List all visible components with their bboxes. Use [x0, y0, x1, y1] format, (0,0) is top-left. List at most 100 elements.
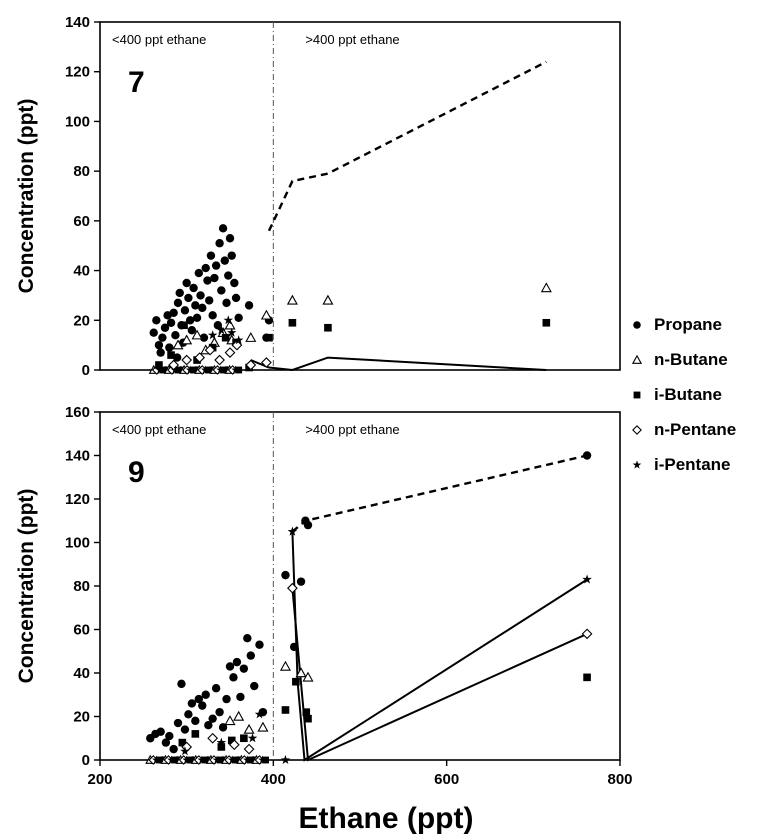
propane-point [194, 694, 203, 704]
series-i-butane [178, 673, 591, 751]
propane-point [218, 723, 228, 732]
y-tick-label: 60 [73, 213, 90, 230]
propane-trend-dashed-line [267, 60, 547, 232]
propane-point [220, 256, 229, 265]
i-butane-point [265, 333, 273, 342]
propane-point [243, 634, 252, 643]
i-butane-point [288, 318, 297, 327]
trend-solid-line [250, 356, 547, 372]
y-axis-label: Concentration (ppt) [15, 99, 38, 294]
y-tick-label: 20 [73, 312, 90, 329]
series-propane [146, 451, 592, 754]
propane-point [213, 321, 223, 330]
n-butane-point [243, 723, 255, 734]
propane-point [180, 306, 190, 315]
n-butane-point [540, 282, 552, 293]
n-pentane-point [261, 357, 272, 368]
propane-point [229, 673, 238, 682]
propane-point [211, 684, 221, 693]
legend-label: i-Pentane [654, 455, 731, 474]
y-tick-label: 100 [65, 535, 90, 552]
region-label-right: >400 ppt ethane [305, 32, 399, 47]
y-axis-label: Concentration (ppt) [15, 489, 38, 684]
i-pentane-point [227, 327, 237, 337]
legend: Propane n-Butane i-Butane n-Pentane i-Pentan… [631, 315, 736, 474]
x-tick-label: 200 [87, 771, 112, 788]
propane-point [217, 286, 226, 295]
propane-point [201, 263, 210, 273]
propane-point [199, 333, 209, 342]
i-butane-point [227, 736, 236, 745]
series-i-pentane [207, 315, 244, 345]
i-pentane-point [233, 335, 244, 345]
n-pentane-point [287, 582, 298, 594]
propane-point [250, 681, 259, 691]
propane-point [184, 710, 193, 719]
propane-point [187, 326, 197, 335]
propane-point [224, 271, 233, 280]
propane-point [185, 316, 195, 325]
propane-trend-dashed-line [291, 454, 588, 533]
i-pentane-point [247, 733, 258, 743]
i-butane-point [217, 743, 226, 751]
propane-point [230, 278, 239, 288]
propane-point [165, 343, 174, 352]
n-pentane-point [581, 628, 593, 640]
n-butane-point [191, 329, 203, 340]
propane-point [177, 679, 186, 689]
y-tick-label: 80 [73, 163, 90, 180]
i-butane-point [155, 361, 163, 369]
i-pentane-point [582, 574, 592, 584]
propane-point [222, 694, 231, 704]
propane-point [222, 298, 231, 308]
legend-star-marker [632, 460, 642, 469]
propane-point [158, 333, 167, 342]
series-propane [149, 224, 274, 362]
propane-point [244, 301, 254, 310]
i-butane-point [542, 318, 551, 327]
propane-point [196, 291, 205, 300]
propane-point [236, 692, 245, 702]
legend-triangle-marker [631, 354, 643, 364]
propane-point [184, 293, 193, 303]
propane-point [232, 657, 242, 667]
legend-label: n-Pentane [654, 420, 736, 439]
x-tick-label: 800 [607, 771, 632, 788]
propane-point [218, 224, 228, 233]
y-tick-label: 120 [65, 491, 90, 508]
series-n-butane [224, 660, 314, 734]
i-butane-point [167, 351, 175, 359]
propane-point [191, 716, 200, 726]
legend-item-i-butane: i-Butane [633, 385, 722, 404]
propane-point [215, 239, 224, 248]
propane-point [204, 721, 213, 730]
i-pentane-point [216, 737, 227, 747]
y-tick-label: 0 [82, 362, 90, 379]
propane-point [154, 340, 164, 350]
propane-point [205, 296, 214, 305]
i-butane-point [281, 706, 290, 714]
legend-square-marker [633, 391, 641, 399]
i-butane-point [240, 734, 248, 743]
propane-point [255, 640, 264, 649]
i-butane-point [302, 708, 311, 716]
propane-point [171, 331, 180, 340]
region-label-left: <400 ppt ethane [112, 422, 206, 437]
propane-point [166, 318, 176, 327]
y-tick-label: 80 [73, 578, 90, 595]
propane-point [192, 313, 202, 322]
propane-point [231, 293, 241, 303]
i-pentane-point [216, 325, 227, 335]
propane-point [203, 276, 212, 285]
x-axis-label: Ethane (ppt) [299, 802, 474, 835]
i-pentane-point [223, 315, 233, 325]
y-tick-label: 20 [73, 709, 90, 726]
n-pentane-point [214, 354, 225, 366]
legend-label: n-Butane [654, 350, 728, 369]
y-tick-label: 140 [65, 14, 90, 31]
legend-item-n-pentane: n-Pentane [632, 420, 736, 439]
propane-point [182, 278, 191, 288]
x-tick-label: 400 [261, 771, 286, 788]
propane-point [246, 651, 255, 660]
y-tick-label: 120 [65, 64, 90, 81]
